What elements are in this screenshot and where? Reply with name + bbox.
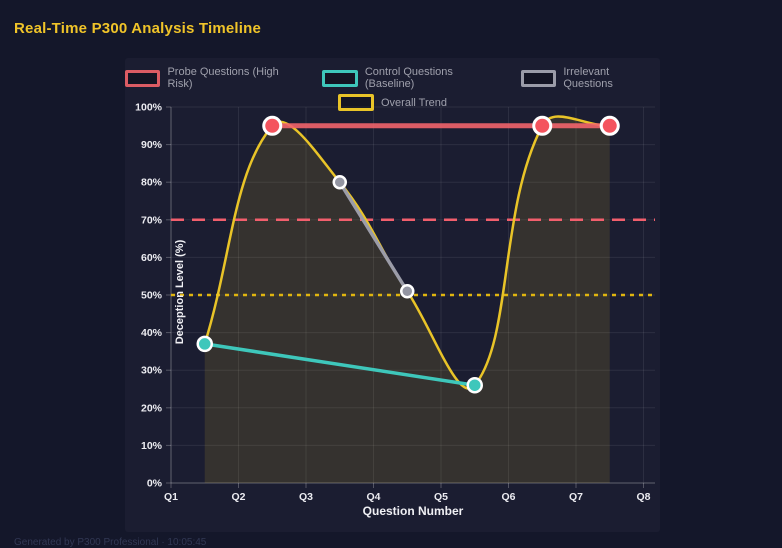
legend-row-1: Probe Questions (High Risk) Control Quest… <box>125 66 660 90</box>
legend-swatch-icon <box>520 69 557 87</box>
x-tick-label: Q2 <box>231 491 245 503</box>
y-tick-label: 60% <box>141 252 163 264</box>
page-title: Real-Time P300 Analysis Timeline <box>14 20 262 37</box>
legend-label: Probe Questions (High Risk) <box>167 66 279 90</box>
y-tick-label: 100% <box>135 102 163 114</box>
x-tick-label: Q8 <box>636 491 650 503</box>
x-tick-label: Q6 <box>501 491 515 503</box>
y-tick-label: 10% <box>141 440 163 452</box>
x-tick-label: Q4 <box>366 491 380 503</box>
data-point[interactable] <box>262 115 283 136</box>
irrelevant-questions-line[interactable] <box>338 180 409 293</box>
legend-swatch-icon <box>337 94 374 111</box>
data-point[interactable] <box>332 174 347 190</box>
legend-label: Overall Trend <box>380 96 448 109</box>
chart-legend: Probe Questions (High Risk) Control Quest… <box>125 66 660 111</box>
data-point[interactable] <box>466 376 483 394</box>
y-tick-label: 30% <box>141 365 163 377</box>
y-tick-label: 50% <box>141 290 163 302</box>
y-tick-label: 20% <box>141 402 163 414</box>
control-questions-baseline--line[interactable] <box>203 342 477 387</box>
legend-swatch-icon <box>322 69 358 87</box>
footer-note: Generated by P300 Professional · 10:05:4… <box>14 537 207 548</box>
y-tick-label: 80% <box>141 177 163 189</box>
legend-label: Irrelevant Questions <box>563 66 613 90</box>
trend-area-fill <box>204 116 610 483</box>
y-tick-label: 90% <box>141 139 163 151</box>
x-tick-label: Q7 <box>569 491 583 503</box>
y-tick-label: 40% <box>141 327 163 339</box>
data-point[interactable] <box>400 283 415 299</box>
x-axis-title: Question Number <box>362 504 464 518</box>
data-point[interactable] <box>532 115 553 136</box>
x-tick-label: Q5 <box>434 491 448 503</box>
timeline-chart-canvas[interactable]: 0% 10% 20% 30% 40% 50% 60% 70% 80% 90% 100% Q1 Q2 Q3 Q… <box>125 58 660 532</box>
y-axis-title: Deception Level (%) <box>174 239 186 345</box>
x-tick-label: Q1 <box>164 491 178 503</box>
data-point[interactable] <box>599 115 620 136</box>
legend-item-control-questions-baseline-[interactable]: Control Questions (Baseline) <box>322 66 503 90</box>
chart-figure: Probe Questions (High Risk) Control Quest… <box>125 58 660 532</box>
y-tick-label: 0% <box>147 478 163 490</box>
y-tick-label: 70% <box>141 214 163 226</box>
legend-item-irrelevant-questions[interactable]: Irrelevant Questions <box>520 66 660 90</box>
x-tick-label: Q3 <box>299 491 313 503</box>
legend-item-overall-trend[interactable]: Overall Trend <box>337 94 448 111</box>
data-point[interactable] <box>196 335 213 353</box>
legend-label: Control Questions (Baseline) <box>364 66 453 90</box>
legend-row-2: Overall Trend <box>337 94 448 111</box>
legend-item-probe-questions-high-risk-[interactable]: Probe Questions (High Risk) <box>125 66 304 90</box>
legend-swatch-icon <box>125 69 161 87</box>
